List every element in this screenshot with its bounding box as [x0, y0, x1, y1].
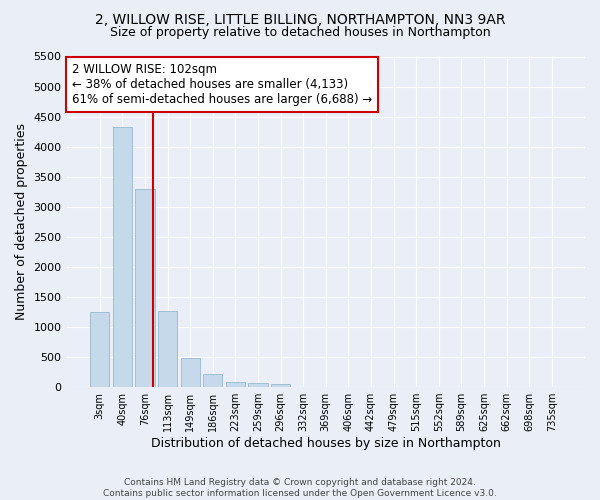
Bar [158, 310, 177, 387]
Y-axis label: Number of detached properties: Number of detached properties [15, 124, 28, 320]
X-axis label: Distribution of detached houses by size in Northampton: Distribution of detached houses by size … [151, 437, 501, 450]
Text: Contains HM Land Registry data © Crown copyright and database right 2024.
Contai: Contains HM Land Registry data © Crown c… [103, 478, 497, 498]
Text: Size of property relative to detached houses in Northampton: Size of property relative to detached ho… [110, 26, 490, 39]
Text: 2 WILLOW RISE: 102sqm
← 38% of detached houses are smaller (4,133)
61% of semi-d: 2 WILLOW RISE: 102sqm ← 38% of detached … [72, 63, 372, 106]
Bar [271, 384, 290, 387]
Bar [248, 384, 268, 387]
Bar [181, 358, 200, 387]
Text: 2, WILLOW RISE, LITTLE BILLING, NORTHAMPTON, NN3 9AR: 2, WILLOW RISE, LITTLE BILLING, NORTHAMP… [95, 12, 505, 26]
Bar [226, 382, 245, 387]
Bar [136, 188, 155, 387]
Bar [203, 374, 223, 387]
Bar [90, 312, 109, 387]
Bar [113, 127, 132, 387]
